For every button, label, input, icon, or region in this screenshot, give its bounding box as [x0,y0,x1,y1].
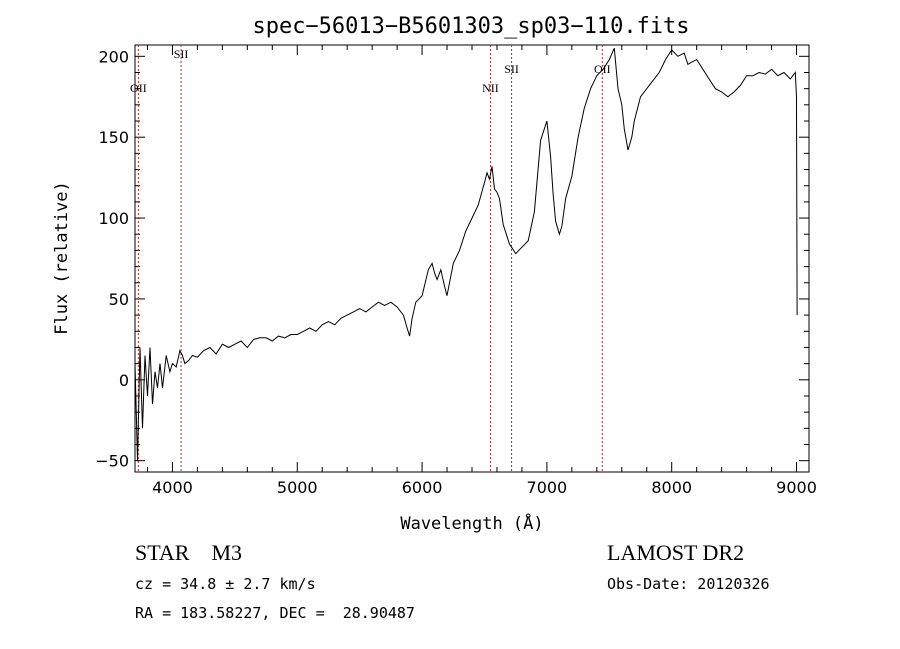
y-tick-label: 200 [98,47,129,66]
y-tick-label: 50 [109,290,129,309]
y-tick-label: −50 [95,452,129,471]
x-tick-label: 6000 [402,478,443,497]
x-tick-label: 4000 [152,478,193,497]
observation-date: Obs-Date: 20120326 [607,575,770,593]
survey-name: LAMOST DR2 [607,540,745,565]
emission-line-label: OII [130,81,147,95]
y-axis-label: Flux (relative) [52,181,72,335]
object-class: STAR M3 [135,540,243,565]
emission-line-label: SII [174,47,189,61]
emission-line-markers: OII SII NII SII OII [130,45,611,472]
redshift-velocity: cz = 34.8 ± 2.7 km/s [135,575,316,593]
y-tick-label: 100 [98,209,129,228]
x-tick-label: 5000 [277,478,318,497]
x-tick-label: 8000 [651,478,692,497]
emission-line-label: SII [504,62,519,76]
y-tick-label: 150 [98,128,129,147]
spectrum-line [134,47,798,461]
emission-line-label: NII [482,81,499,95]
x-tick-label: 9000 [776,478,817,497]
plot-frame [134,44,810,473]
x-tick-label: 7000 [527,478,568,497]
x-axis-label: Wavelength (Å) [400,512,543,534]
y-tick-label: 0 [119,371,129,390]
coordinates: RA = 183.58227, DEC = 28.90487 [135,604,415,622]
axis-ticks: 4000 5000 6000 7000 8000 9000 −50 0 50 100 150 200 [95,45,817,497]
chart-title: spec−56013−B5601303_sp03−110.fits [252,14,689,39]
emission-line-label: OII [594,62,611,76]
